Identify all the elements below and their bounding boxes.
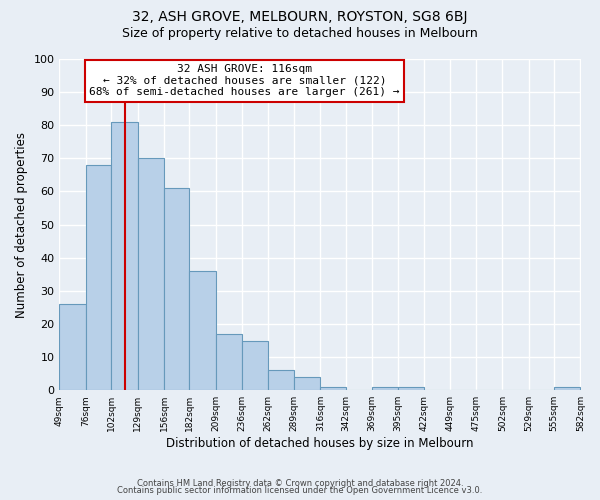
Text: Contains HM Land Registry data © Crown copyright and database right 2024.: Contains HM Land Registry data © Crown c…: [137, 478, 463, 488]
Bar: [164, 188, 190, 390]
Bar: [190, 271, 216, 390]
Text: Size of property relative to detached houses in Melbourn: Size of property relative to detached ho…: [122, 28, 478, 40]
Bar: [216, 334, 242, 390]
Bar: [137, 158, 164, 390]
Bar: [320, 387, 346, 390]
Y-axis label: Number of detached properties: Number of detached properties: [15, 132, 28, 318]
Bar: [268, 370, 294, 390]
Text: Contains public sector information licensed under the Open Government Licence v3: Contains public sector information licen…: [118, 486, 482, 495]
Bar: [242, 340, 268, 390]
Bar: [59, 304, 86, 390]
X-axis label: Distribution of detached houses by size in Melbourn: Distribution of detached houses by size …: [166, 437, 474, 450]
Text: 32, ASH GROVE, MELBOURN, ROYSTON, SG8 6BJ: 32, ASH GROVE, MELBOURN, ROYSTON, SG8 6B…: [132, 10, 468, 24]
Text: 32 ASH GROVE: 116sqm
← 32% of detached houses are smaller (122)
68% of semi-deta: 32 ASH GROVE: 116sqm ← 32% of detached h…: [89, 64, 400, 97]
Bar: [111, 122, 137, 390]
Bar: [372, 387, 398, 390]
Bar: [86, 165, 111, 390]
Bar: [294, 377, 320, 390]
Bar: [554, 387, 580, 390]
Bar: [398, 387, 424, 390]
